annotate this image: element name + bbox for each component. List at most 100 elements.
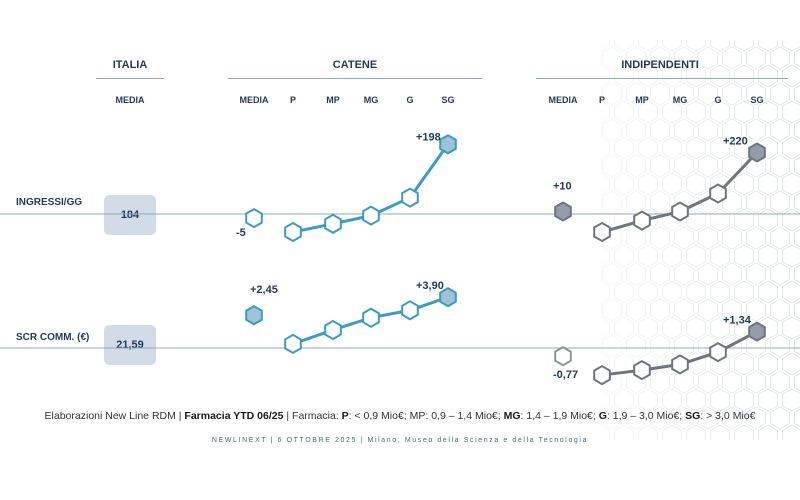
background-hexagon [698,298,718,322]
background-hexagon [600,280,610,304]
background-hexagon [674,226,694,250]
background-hexagon [746,118,766,142]
background-hexagon [782,424,800,440]
background-hexagon [782,352,800,376]
background-hexagon [758,280,778,304]
background-hexagon [734,424,754,440]
background-hexagon [600,64,610,88]
media-point-3 [554,346,572,367]
background-hexagon [746,82,766,106]
background-hexagon [662,172,682,196]
background-hexagon [722,370,742,394]
indip-sub-sg: SG [750,95,764,105]
background-hexagon [770,46,790,70]
background-hexagon [734,388,754,412]
italia-sub-media: MEDIA [115,95,145,105]
background-hexagon [614,64,634,88]
background-hexagon [710,136,730,160]
background-hexagon [746,334,766,358]
indip-sub-media: MEDIA [548,95,578,105]
background-hexagon [662,388,682,412]
catene-sub-media: MEDIA [239,95,269,105]
segment-point-3-g [709,341,727,363]
background-hexagon [638,64,658,88]
background-hexagon [722,118,742,142]
background-hexagon [770,154,790,178]
background-hexagon [614,172,634,196]
background-hexagon [758,352,778,376]
background-hexagon [650,298,670,322]
background-hexagon [770,406,790,430]
background-hexagon [602,46,622,70]
background-hexagon [600,244,610,268]
background-hexagon [674,262,694,286]
background-hexagon [746,262,766,286]
segment-point-3-mp [633,359,651,381]
background-hexagon [794,192,800,212]
background-hexagon [674,154,694,178]
background-hexagon [794,228,800,248]
indip-sub-mg: MG [672,95,688,105]
background-hexagon [746,46,766,70]
background-hexagon [770,226,790,250]
background-hexagon [698,370,718,394]
background-hexagon [794,120,800,140]
segment-point-0-mp [324,213,342,234]
background-hexagon [722,298,742,322]
background-hexagon [602,262,622,286]
segment-point-3-sg [748,321,766,342]
hexagon-background-pattern [600,40,800,440]
end-label-2: +3,90 [416,280,444,292]
background-hexagon [722,82,742,106]
background-hexagon [686,388,706,412]
background-hexagon [638,388,658,412]
segment-point-1-sg [748,142,766,163]
background-hexagon [770,334,790,358]
background-hexagon [614,100,634,124]
background-hexagon [662,64,682,88]
background-hexagon [710,40,730,52]
background-hexagon [722,46,742,70]
background-hexagon [710,316,730,340]
catene-sub-g: G [406,95,414,105]
background-hexagon [782,64,800,88]
background-hexagon [662,40,682,52]
media-point-1 [554,201,572,222]
media-label-3: -0,77 [553,369,578,381]
background-hexagon [602,334,622,358]
header-italia-rule [96,78,164,79]
background-hexagon [600,352,610,376]
background-hexagon [650,118,670,142]
background-hexagon [650,190,670,214]
background-hexagon [722,226,742,250]
segment-point-2-g [401,300,419,321]
background-hexagon [614,244,634,268]
background-hexagon [686,316,706,340]
background-hexagon [698,46,718,70]
background-hexagon [686,172,706,196]
background-hexagon [638,136,658,160]
segment-point-1-mp [633,210,651,231]
background-hexagon [734,64,754,88]
background-hexagon [602,406,622,430]
background-hexagon [614,40,634,52]
background-hexagon [698,406,718,430]
background-hexagon [686,136,706,160]
background-hexagon [650,154,670,178]
end-label-1: +220 [723,136,748,148]
end-label-0: +198 [416,131,441,143]
background-hexagon [614,136,634,160]
background-hexagon [770,82,790,106]
background-hexagon [602,154,622,178]
background-hexagon [710,388,730,412]
background-hexagon [626,262,646,286]
background-hexagon [600,100,610,124]
background-hexagon [758,424,778,440]
background-hexagon [602,190,622,214]
background-hexagon [662,424,682,440]
background-hexagon [782,388,800,412]
background-hexagon [686,100,706,124]
background-hexagon [614,388,634,412]
background-hexagon [600,172,610,196]
background-hexagon [600,424,610,440]
